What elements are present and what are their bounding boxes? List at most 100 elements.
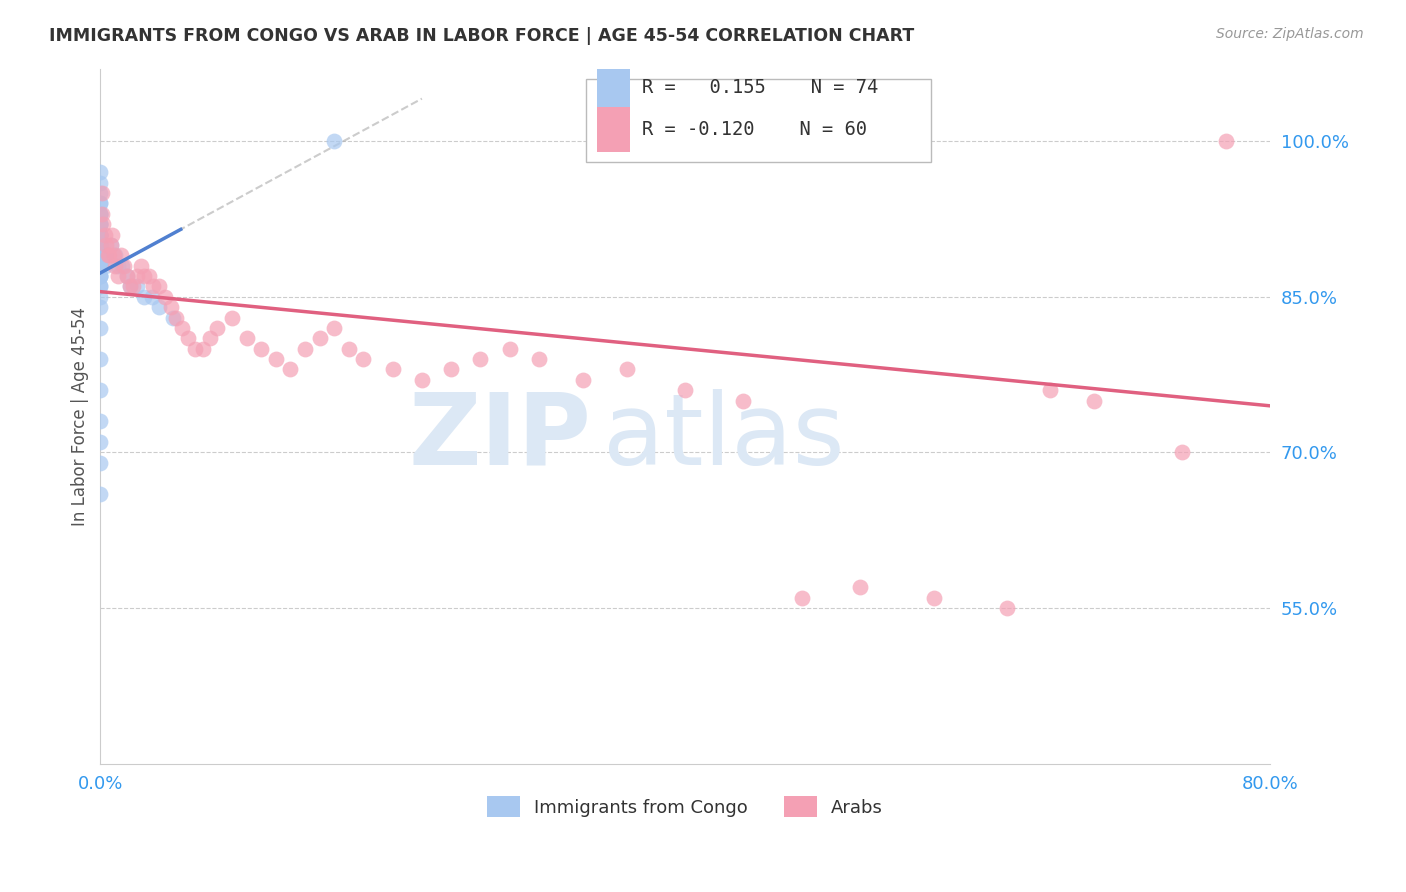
Point [89, 217, 111, 231]
Point [207, 321, 229, 335]
Point [101, 227, 124, 242]
Point [89, 238, 111, 252]
Point [89, 279, 111, 293]
Point [148, 279, 170, 293]
Point [118, 279, 141, 293]
Point [89, 238, 111, 252]
Point [89, 248, 111, 262]
Point [1083, 393, 1105, 408]
Point [89, 196, 111, 211]
Point [1171, 445, 1194, 459]
Point [89, 352, 111, 367]
Point [89, 248, 111, 262]
Point [89, 259, 111, 273]
Point [89, 259, 111, 273]
Point [1215, 134, 1237, 148]
Point [89, 259, 111, 273]
Point [129, 259, 152, 273]
Point [100, 238, 122, 252]
Point [125, 268, 148, 283]
Point [250, 342, 273, 356]
Bar [598, 65, 630, 111]
Point [198, 331, 221, 345]
Point [115, 268, 138, 283]
Point [440, 362, 463, 376]
Point [381, 362, 404, 376]
Point [89, 487, 111, 501]
Point [89, 259, 111, 273]
Text: R = -0.120    N = 60: R = -0.120 N = 60 [641, 120, 866, 139]
Point [159, 300, 181, 314]
Point [90, 207, 112, 221]
FancyBboxPatch shape [586, 79, 931, 162]
Point [89, 217, 111, 231]
Point [142, 279, 165, 293]
Point [89, 414, 111, 428]
Point [89, 259, 111, 273]
Point [89, 227, 111, 242]
Point [177, 331, 200, 345]
Point [323, 321, 346, 335]
Point [89, 207, 111, 221]
Point [616, 362, 638, 376]
Point [995, 601, 1018, 615]
Point [89, 248, 111, 262]
Point [89, 238, 111, 252]
Y-axis label: In Labor Force | Age 45-54: In Labor Force | Age 45-54 [72, 307, 89, 525]
Point [121, 279, 143, 293]
Point [91, 217, 114, 231]
Point [153, 290, 176, 304]
Point [112, 259, 135, 273]
Point [148, 300, 170, 314]
Point [98, 248, 121, 262]
Point [107, 259, 129, 273]
Point [89, 259, 111, 273]
Point [89, 207, 111, 221]
Point [89, 248, 111, 262]
Point [89, 238, 111, 252]
Point [165, 310, 187, 325]
Point [89, 268, 111, 283]
Point [89, 238, 111, 252]
Point [125, 279, 148, 293]
Point [89, 227, 111, 242]
Point [89, 435, 111, 450]
Point [89, 196, 111, 211]
Point [264, 352, 287, 367]
Text: Source: ZipAtlas.com: Source: ZipAtlas.com [1216, 27, 1364, 41]
Point [89, 268, 111, 283]
Point [89, 186, 111, 200]
Point [89, 227, 111, 242]
Point [571, 373, 593, 387]
Point [89, 248, 111, 262]
Point [235, 331, 257, 345]
Point [111, 259, 134, 273]
Point [89, 238, 111, 252]
Point [294, 342, 316, 356]
Text: R =   0.155    N = 74: R = 0.155 N = 74 [641, 78, 877, 97]
Point [104, 259, 127, 273]
Point [1039, 383, 1062, 397]
Point [89, 207, 111, 221]
Text: IMMIGRANTS FROM CONGO VS ARAB IN LABOR FORCE | AGE 45-54 CORRELATION CHART: IMMIGRANTS FROM CONGO VS ARAB IN LABOR F… [49, 27, 914, 45]
Point [172, 321, 194, 335]
Point [89, 248, 111, 262]
Point [100, 238, 122, 252]
Point [89, 227, 111, 242]
Point [141, 290, 163, 304]
Point [89, 259, 111, 273]
Point [96, 238, 118, 252]
Point [849, 581, 872, 595]
Point [115, 268, 138, 283]
Point [90, 186, 112, 200]
Point [89, 248, 111, 262]
Point [89, 238, 111, 252]
Point [97, 248, 120, 262]
Point [103, 248, 125, 262]
Point [323, 134, 346, 148]
Point [93, 227, 115, 242]
Point [89, 227, 111, 242]
Point [89, 321, 111, 335]
Point [184, 342, 207, 356]
Point [93, 259, 115, 273]
